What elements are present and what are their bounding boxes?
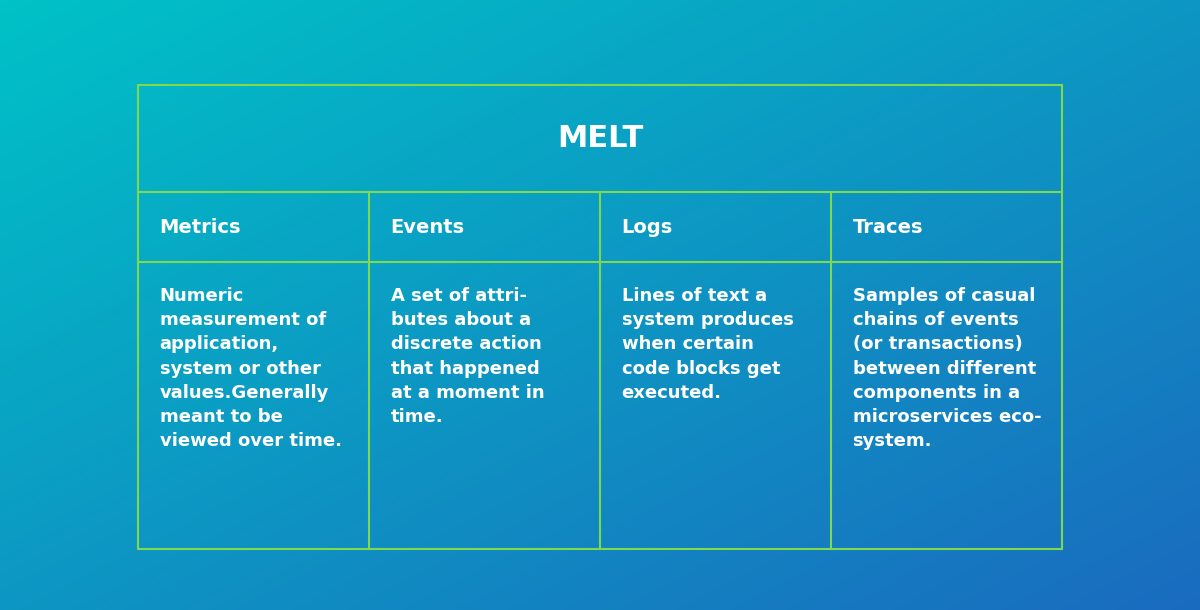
Bar (138, 85, 1062, 549)
Text: A set of attri-
butes about a
discrete action
that happened
at a moment in
time.: A set of attri- butes about a discrete a… (391, 287, 545, 426)
Text: Samples of casual
chains of events
(or transactions)
between different
component: Samples of casual chains of events (or t… (852, 287, 1042, 451)
Text: MELT: MELT (557, 124, 643, 153)
Text: Events: Events (391, 218, 464, 237)
Text: Logs: Logs (622, 218, 673, 237)
Text: Metrics: Metrics (160, 218, 241, 237)
Text: Traces: Traces (852, 218, 923, 237)
Text: Lines of text a
system produces
when certain
code blocks get
executed.: Lines of text a system produces when cer… (622, 287, 793, 402)
Text: Numeric
measurement of
application,
system or other
values.Generally
meant to be: Numeric measurement of application, syst… (160, 287, 342, 451)
